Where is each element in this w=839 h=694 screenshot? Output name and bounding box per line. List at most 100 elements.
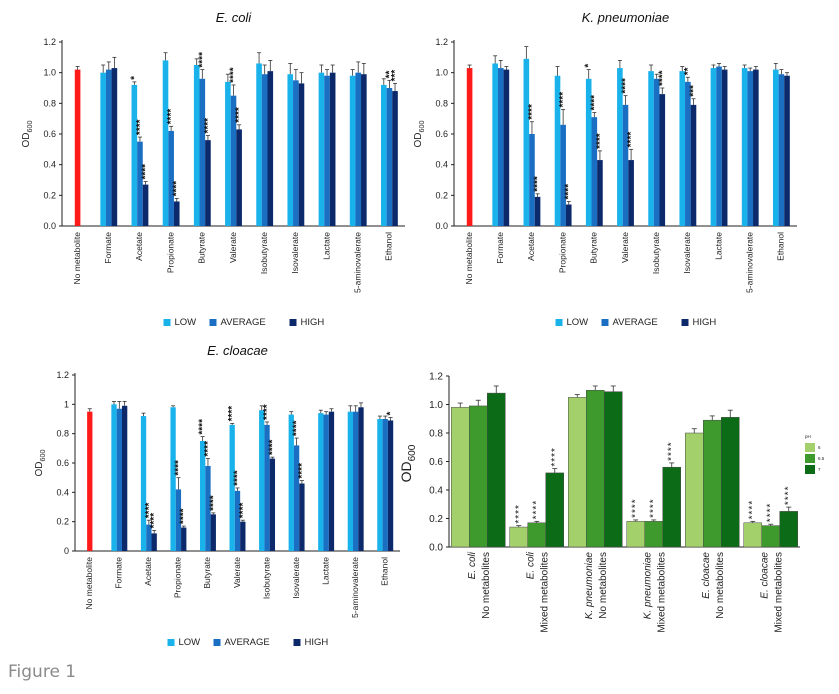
x-tick-label-organism: E. cloacae bbox=[701, 552, 712, 599]
significance-label: **** bbox=[626, 132, 637, 148]
bar-high bbox=[298, 83, 305, 227]
x-tick-label: Acetate bbox=[134, 232, 144, 261]
legend-label-high: HIGH bbox=[301, 317, 325, 328]
bar-average bbox=[355, 72, 362, 227]
x-tick-label: Propionate bbox=[173, 557, 183, 598]
x-tick-label: No metabolite bbox=[72, 232, 82, 285]
bar-average bbox=[230, 95, 237, 227]
chart-title: K. pneumoniae bbox=[582, 10, 669, 25]
bar-high bbox=[387, 420, 394, 551]
bar-high bbox=[142, 184, 149, 226]
bar-average bbox=[323, 414, 329, 551]
y-tick-label: 1.2 bbox=[56, 370, 69, 380]
significance-label: **** bbox=[229, 67, 240, 83]
significance-label: **** bbox=[149, 513, 160, 529]
significance-label: **** bbox=[238, 503, 249, 519]
x-tick-label: Formate bbox=[103, 232, 113, 264]
significance-label: **** bbox=[667, 441, 678, 461]
y-tick-label: 0.0 bbox=[435, 221, 448, 231]
significance-label: **** bbox=[234, 107, 245, 123]
x-tick-label: Propionate bbox=[557, 232, 567, 273]
bar-low bbox=[523, 58, 530, 226]
significance-label: **** bbox=[144, 503, 155, 519]
chart-title: E. cloacae bbox=[207, 343, 268, 358]
bar-ph65 bbox=[527, 522, 546, 548]
bar-ph7 bbox=[604, 391, 623, 548]
bar-high bbox=[721, 69, 728, 226]
x-tick-label: Lactate bbox=[321, 232, 331, 260]
bar-average bbox=[591, 117, 598, 226]
y-tick-label: 0.2 bbox=[435, 190, 448, 200]
y-tick-label: 0.0 bbox=[43, 221, 56, 231]
legend-label-low: LOW bbox=[179, 637, 201, 648]
bar-average bbox=[293, 445, 300, 551]
legend-label-average: AVERAGE bbox=[613, 317, 658, 328]
legend-title: pH bbox=[805, 434, 811, 439]
bar-average bbox=[264, 424, 270, 551]
bar-ph6 bbox=[509, 526, 528, 548]
legend-label-ph65: 6.5 bbox=[818, 456, 825, 461]
y-tick-label: 1.0 bbox=[429, 400, 443, 411]
legend-label-high: HIGH bbox=[305, 637, 329, 648]
significance-label: * bbox=[584, 64, 595, 68]
x-tick-label: Valerate bbox=[232, 557, 242, 588]
x-tick-label: Valerate bbox=[228, 232, 238, 263]
x-tick-label: Propionate bbox=[165, 232, 175, 273]
y-axis-label: OD600 bbox=[413, 121, 426, 148]
bar-ph7 bbox=[487, 392, 506, 548]
significance-label: **** bbox=[527, 104, 538, 120]
bar-low bbox=[140, 416, 147, 551]
y-axis-label: OD600 bbox=[21, 121, 34, 148]
x-tick-label: Isobutyrate bbox=[259, 232, 269, 274]
bar-ph6 bbox=[568, 397, 587, 548]
bar-average bbox=[199, 78, 206, 226]
y-tick-label: 0.2 bbox=[56, 517, 69, 527]
bar-average bbox=[716, 66, 722, 227]
bar-low bbox=[162, 60, 169, 227]
chart-panel-kpneumoniae: K. pneumoniae 0.0 0.2 0.4 0.6 0.8 1.0 1.2 OD600 N… bbox=[413, 10, 797, 328]
bar-low bbox=[347, 411, 354, 551]
bar-high bbox=[151, 533, 157, 551]
x-tick-label: Butyrate bbox=[589, 232, 599, 264]
bar-average bbox=[234, 490, 241, 551]
bar-average bbox=[778, 74, 785, 226]
significance-label: **** bbox=[297, 463, 308, 479]
bar-high bbox=[659, 94, 666, 226]
x-tick-label: Isobutyrate bbox=[651, 232, 661, 274]
bar-ph65 bbox=[644, 521, 663, 548]
bar-control bbox=[466, 68, 473, 226]
x-tick-label-organism: E. coli bbox=[525, 551, 536, 579]
bar-average bbox=[146, 524, 152, 551]
significance-label: **** bbox=[550, 447, 561, 467]
significance-label: **** bbox=[267, 439, 278, 455]
bar-low bbox=[193, 65, 200, 226]
legend-swatch-high bbox=[289, 319, 297, 326]
y-tick-label: 1.0 bbox=[43, 68, 56, 78]
significance-label: **** bbox=[631, 498, 642, 518]
significance-label: **** bbox=[292, 420, 303, 436]
x-tick-label-condition: Mixed metabolites bbox=[773, 552, 784, 633]
x-tick-label: Ethanol bbox=[384, 232, 394, 261]
bar-low bbox=[256, 63, 262, 226]
bar-low bbox=[617, 68, 623, 226]
bar-high bbox=[392, 91, 398, 226]
bar-ph6 bbox=[743, 522, 762, 548]
x-tick-label: Formate bbox=[495, 232, 505, 264]
bar-ph6 bbox=[626, 521, 645, 548]
significance-label: **** bbox=[197, 52, 208, 68]
y-tick-label: 0.8 bbox=[56, 429, 69, 439]
bar-average bbox=[324, 75, 330, 226]
y-tick-label: 0.4 bbox=[43, 160, 56, 170]
bar-low bbox=[170, 407, 176, 551]
bar-high bbox=[361, 74, 367, 226]
significance-label: **** bbox=[766, 503, 777, 523]
bar-high bbox=[173, 201, 180, 226]
bar-low bbox=[349, 75, 356, 226]
y-tick-label: 0.2 bbox=[43, 190, 56, 200]
significance-label: **** bbox=[657, 70, 668, 86]
bar-low bbox=[259, 410, 265, 551]
y-tick-label: 0.4 bbox=[429, 486, 443, 497]
bar-high bbox=[269, 458, 276, 551]
